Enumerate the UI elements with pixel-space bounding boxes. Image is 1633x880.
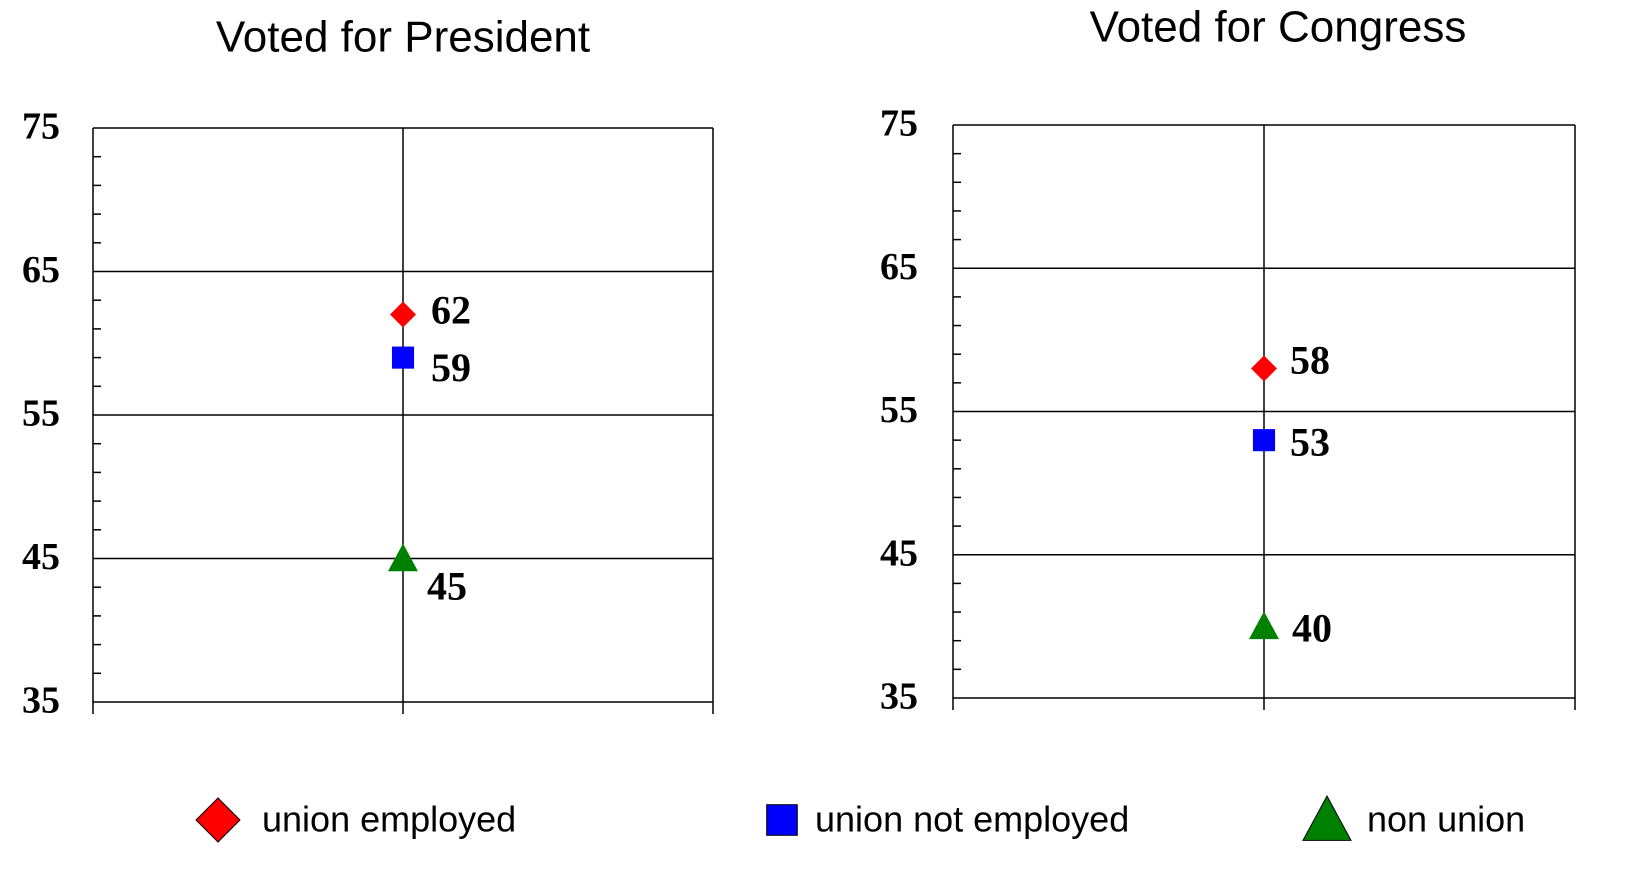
y-tick-label: 45 [22,536,60,578]
marker [1252,429,1276,452]
y-tick-label: 45 [880,532,918,574]
legend-marker [195,797,241,843]
legend-label: union employed [262,799,516,840]
marker [391,346,415,369]
legend-marker [1302,794,1352,841]
y-tick-label: 65 [22,249,60,291]
y-tick-label: 55 [22,393,60,435]
y-tick-label: 35 [22,680,60,722]
value-label: 40 [1292,606,1332,651]
chart-title: Voted for President [216,13,590,62]
legend-label: union not employed [815,799,1129,840]
marker [1251,355,1277,382]
y-tick-label: 75 [22,106,60,148]
legend-label: non union [1367,799,1525,840]
y-tick-label: 55 [880,389,918,431]
marker [390,301,416,328]
y-tick-label: 35 [880,676,918,718]
value-label: 45 [427,564,467,609]
y-tick-label: 65 [880,246,918,288]
value-label: 53 [1290,419,1330,464]
marker [1249,611,1279,640]
marker [388,543,418,572]
chart-title: Voted for Congress [1090,3,1467,52]
value-label: 58 [1290,338,1330,383]
y-tick-label: 75 [880,103,918,145]
value-label: 62 [431,288,471,333]
value-label: 59 [431,345,471,390]
legend-marker [766,804,798,836]
